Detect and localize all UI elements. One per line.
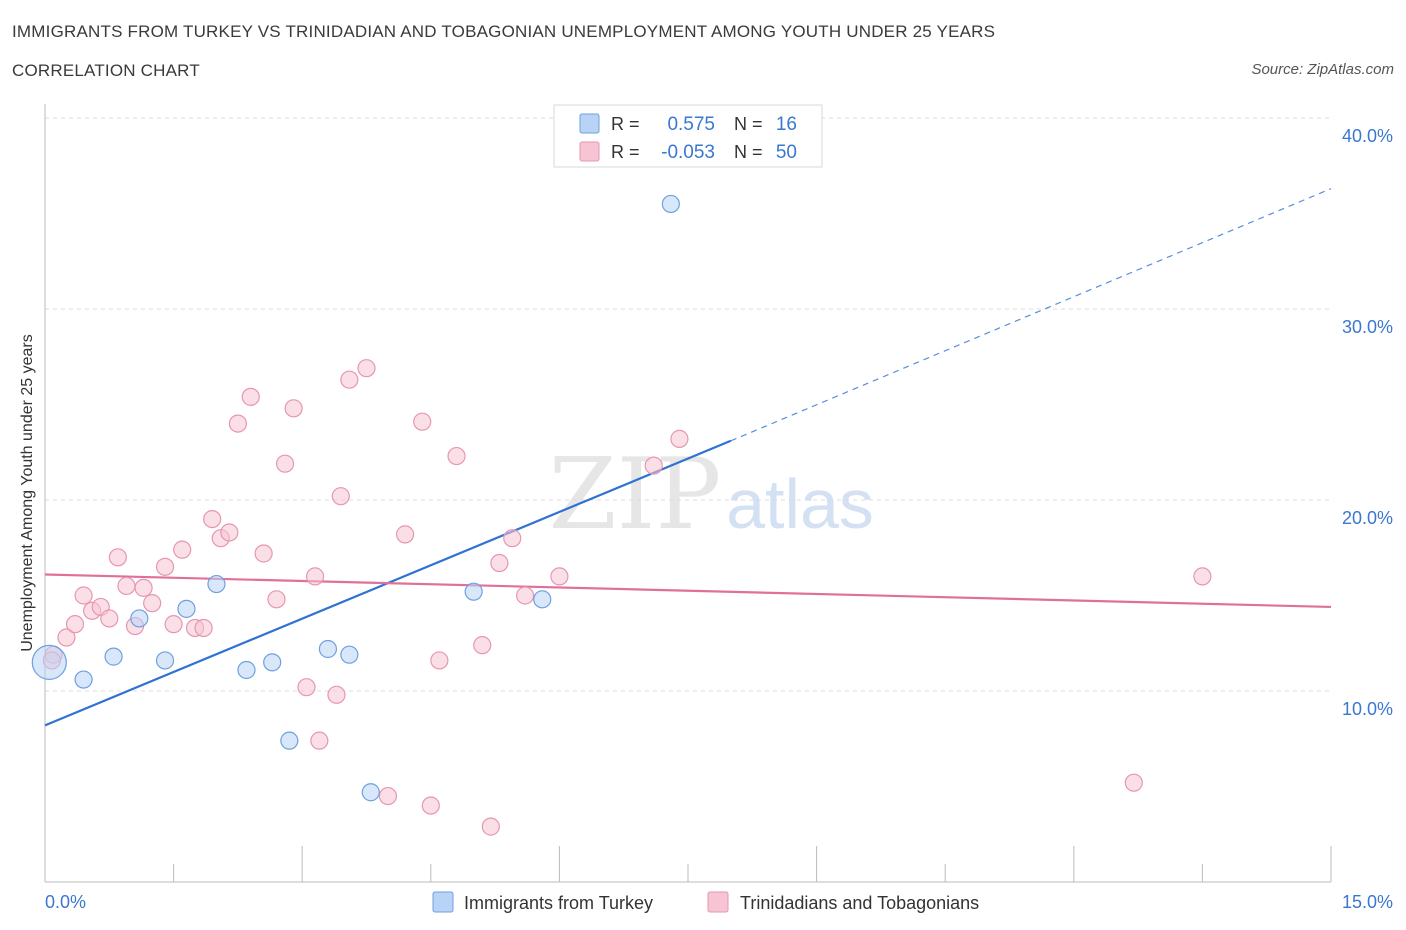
data-point-trinidad [155,557,175,576]
data-point-trinidad [100,609,119,628]
data-point-trinidad [447,446,466,466]
data-point-trinidad [228,414,247,433]
source-label: Source: ZipAtlas.com [1251,61,1394,78]
data-point-trinidad [327,685,346,704]
data-point-trinidad [490,553,509,573]
data-point-turkey [130,609,149,628]
legend-label-turkey: Immigrants from Turkey [464,893,653,913]
legend-swatch-turkey [432,891,454,913]
y-tick-label: 20.0% [1342,508,1393,528]
data-point-trinidad [164,615,183,634]
data-point-turkey [31,644,67,680]
stats-n-label: N = [734,114,763,134]
data-point-trinidad [331,487,350,506]
data-point-turkey [207,574,226,594]
data-point-trinidad [481,817,500,836]
data-point-trinidad [670,429,689,448]
data-point-trinidad [57,628,76,647]
data-point-trinidad [357,359,376,378]
data-point-trinidad [267,590,286,609]
data-point-turkey [237,660,256,680]
data-point-turkey [263,653,282,672]
data-point-trinidad [173,540,192,559]
x-tick-label: 0.0% [45,892,86,912]
chart-title: IMMIGRANTS FROM TURKEY VS TRINIDADIAN AN… [12,22,996,41]
axes [44,104,1332,883]
data-point-trinidad [220,523,239,542]
data-point-turkey [74,670,93,689]
data-point-trinidad [1124,773,1143,792]
data-point-trinidad [1193,567,1212,586]
data-point-turkey [177,599,196,618]
data-point-trinidad [254,544,273,563]
data-point-trinidad [108,548,127,567]
trend-lines [44,188,1332,727]
stats-n-value-blue: 16 [776,114,797,135]
data-point-trinidad [550,567,569,586]
y-tick-label: 10.0% [1342,699,1393,719]
data-point-trinidad [194,618,213,638]
data-point-trinidad [134,578,153,597]
data-point-turkey [533,590,552,609]
data-point-turkey [661,194,680,214]
data-point-trinidad [203,509,222,529]
data-point-trinidad [421,796,440,815]
stats-n-label: N = [734,142,763,162]
y-tick-label: 30.0% [1342,317,1393,337]
data-point-turkey [104,647,123,666]
x-tick-label: 15.0% [1342,892,1393,912]
data-point-trinidad [297,678,316,697]
data-point-trinidad [284,399,303,418]
data-point-trinidad [516,586,535,605]
grid-lines [45,117,1331,692]
trend-line-trinidad [44,573,1332,609]
legend-label-trinidad: Trinidadians and Tobagonians [740,893,979,913]
trend-line-turkey-extension [730,188,1332,442]
stats-swatch-pink [579,141,600,162]
data-point-trinidad [473,636,492,655]
data-point-trinidad [310,731,329,750]
stats-swatch-blue [579,113,600,134]
stats-r-label: R = [611,142,640,162]
data-point-turkey [155,651,175,670]
tick-labels: 10.0% 20.0% 30.0% 40.0% 0.0% 15.0% [45,126,1393,912]
data-point-trinidad [275,454,295,473]
data-point-turkey [464,582,483,601]
stats-r-value-blue: 0.575 [667,114,715,135]
stats-box: R = 0.575 N = 16 R = -0.053 N = 50 [553,104,823,168]
data-points [31,194,1212,836]
data-point-trinidad [430,651,449,670]
data-point-trinidad [117,576,136,596]
data-point-turkey [361,783,380,802]
stats-n-value-pink: 50 [776,142,797,163]
chart-subtitle: CORRELATION CHART [12,61,200,80]
data-point-turkey [280,731,299,750]
data-point-trinidad [644,456,663,475]
stats-r-label: R = [611,114,640,134]
data-point-trinidad [241,387,260,406]
data-point-trinidad [305,567,325,586]
data-point-turkey [340,645,359,664]
watermark-atlas: atlas [726,465,874,543]
legend-swatch-trinidad [707,891,729,913]
data-point-trinidad [503,529,522,548]
stats-r-value-pink: -0.053 [661,142,715,163]
legend: Immigrants from Turkey Trinidadians and … [432,891,979,913]
data-point-trinidad [65,615,85,634]
data-point-trinidad [74,586,93,605]
data-point-trinidad [413,412,432,431]
data-point-turkey [318,639,338,659]
data-point-trinidad [378,786,398,806]
data-point-trinidad [143,594,162,613]
y-tick-label: 40.0% [1342,126,1393,146]
data-point-trinidad [395,525,415,544]
data-point-trinidad [340,370,359,389]
